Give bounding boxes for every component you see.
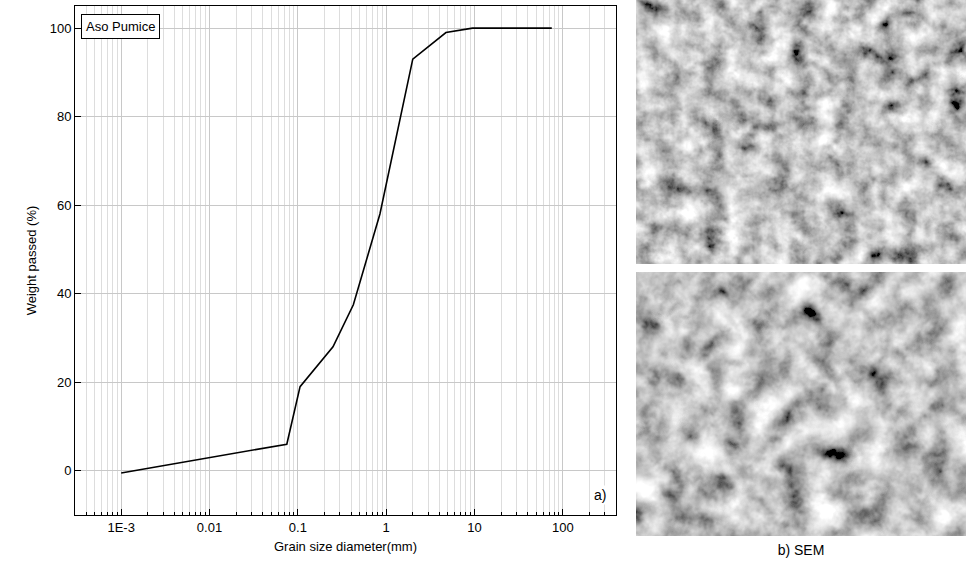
svg-text:100: 100 (552, 520, 574, 535)
svg-text:1E-3: 1E-3 (107, 520, 134, 535)
svg-text:Weight passed (%): Weight passed (%) (24, 206, 39, 316)
svg-text:10: 10 (467, 520, 481, 535)
svg-text:a): a) (594, 487, 606, 503)
svg-text:0.01: 0.01 (197, 520, 222, 535)
svg-text:1: 1 (383, 520, 390, 535)
svg-text:100: 100 (50, 21, 72, 36)
svg-text:60: 60 (57, 198, 71, 213)
svg-text:40: 40 (57, 286, 71, 301)
svg-text:Grain size diameter(mm): Grain size diameter(mm) (274, 539, 417, 554)
svg-text:80: 80 (57, 109, 71, 124)
svg-text:0: 0 (64, 463, 71, 478)
svg-text:20: 20 (57, 375, 71, 390)
svg-text:0.1: 0.1 (289, 520, 307, 535)
svg-text:Aso Pumice: Aso Pumice (86, 19, 155, 34)
html-text:b) SEM: b) SEM (777, 542, 825, 558)
